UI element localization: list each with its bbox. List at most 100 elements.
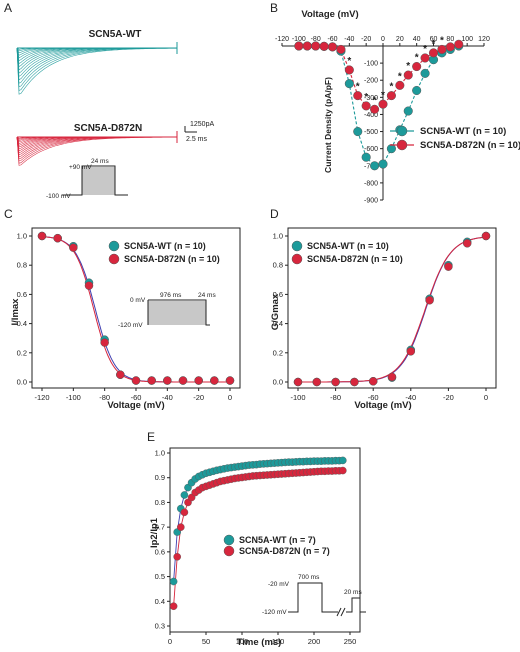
protocol-c-d1: 976 ms bbox=[160, 292, 182, 299]
b-data-point bbox=[370, 161, 380, 171]
b-data-point bbox=[445, 42, 455, 52]
b-significance-star: * bbox=[440, 35, 444, 46]
c-x-axis-label: Voltage (mV) bbox=[107, 400, 164, 411]
b-x-tick-label: -60 bbox=[327, 36, 337, 43]
y-tick-label: 0.6 bbox=[17, 290, 27, 299]
d-data-point bbox=[293, 377, 303, 387]
b-data-point bbox=[302, 41, 312, 51]
legend-b-mut-label: SCN5A-D872N (n = 10) bbox=[420, 140, 520, 151]
y-tick-label: 0.6 bbox=[155, 547, 165, 556]
wt-trace-label: SCN5A-WT bbox=[89, 29, 142, 40]
y-tick-label: 1.0 bbox=[273, 232, 283, 241]
wt-current-traces bbox=[16, 42, 178, 95]
d-data-point bbox=[350, 377, 359, 387]
b-data-point bbox=[336, 44, 346, 54]
axes-d: -100 -80 -60 -40 -20 0 0.0 0.2 0.4 0.6 0.8 1.0 bbox=[273, 227, 497, 402]
b-data-point bbox=[361, 152, 371, 162]
c-data-point bbox=[116, 370, 125, 379]
b-y-tick-label: -900 bbox=[364, 198, 378, 205]
b-y-tick-label: -200 bbox=[364, 78, 378, 85]
b-data-point bbox=[420, 68, 430, 78]
protocol-a: +90 mV -100 mV 24 ms bbox=[46, 158, 128, 200]
b-data-point bbox=[412, 85, 422, 96]
panel-label-a: A bbox=[4, 1, 12, 15]
b-significance-star: * bbox=[389, 82, 393, 93]
x-tick-label: -120 bbox=[34, 393, 49, 402]
current-trace bbox=[16, 47, 177, 95]
b-significance-star: * bbox=[415, 53, 419, 64]
c-data-point bbox=[100, 338, 109, 347]
b-x-tick-label: -120 bbox=[275, 36, 289, 43]
protocol-e-d1: 700 ms bbox=[298, 574, 320, 581]
d-data-point bbox=[425, 295, 434, 305]
b-data-point bbox=[370, 104, 380, 114]
b-data-point bbox=[386, 144, 396, 154]
legend-d-mut-marker bbox=[291, 253, 303, 265]
c-y-axis-label: I/Imax bbox=[10, 298, 21, 326]
b-significance-star: * bbox=[364, 92, 368, 103]
legend-e-mut-label: SCN5A-D872N (n = 7) bbox=[239, 546, 330, 556]
e-y-axis-label: Ip2/Ip1 bbox=[149, 517, 160, 548]
b-y-axis-label: Current Density (pA/pF) bbox=[323, 77, 333, 173]
b-significance-star: * bbox=[406, 61, 410, 72]
axes-e: 0 50 100 150 200 250 0.3 0.4 0.5 0.6 0.7 0.8 0.9 1.0 bbox=[155, 447, 361, 646]
d-fit-curve bbox=[298, 236, 487, 383]
c-data-point bbox=[163, 376, 172, 385]
protocol-c-d2: 24 ms bbox=[198, 292, 216, 299]
current-trace bbox=[16, 47, 177, 88]
plot-c bbox=[37, 231, 235, 385]
legend-b: SCN5A-WT (n = 10) SCN5A-D872N (n = 10) bbox=[390, 125, 520, 151]
panel-b: B -120 -100 -80 -60 -40 -20 0 20 40 60 80 100 120-10… bbox=[270, 1, 520, 205]
c-data-point bbox=[69, 243, 78, 252]
b-data-point bbox=[353, 127, 363, 137]
d-data-point bbox=[387, 372, 397, 382]
d-data-point bbox=[368, 377, 378, 386]
b-data-point bbox=[378, 99, 388, 109]
legend-d-wt-label: SCN5A-WT (n = 10) bbox=[307, 241, 389, 251]
protocol-e-v1: -120 mV bbox=[262, 609, 287, 616]
scale-time-label: 2.5 ms bbox=[186, 136, 208, 143]
protocol-c: 0 mV -120 mV 976 ms 24 ms bbox=[118, 292, 216, 329]
b-data-point bbox=[344, 65, 354, 75]
e-data-point bbox=[180, 508, 189, 517]
b-x-tick-label: 100 bbox=[461, 36, 473, 43]
y-tick-label: 0.9 bbox=[155, 473, 165, 482]
x-tick-label: 100 bbox=[236, 637, 249, 646]
panel-label-e: E bbox=[147, 430, 155, 444]
e-x-axis-label: Time (ms) bbox=[237, 637, 282, 648]
legend-c-mut-marker bbox=[108, 253, 120, 265]
panel-label-b: B bbox=[270, 1, 278, 15]
x-tick-label: -100 bbox=[290, 393, 305, 402]
b-x-tick-label: -40 bbox=[344, 36, 354, 43]
b-y-tick-label: -100 bbox=[364, 61, 378, 68]
y-tick-label: 0.3 bbox=[155, 622, 165, 631]
x-tick-label: -100 bbox=[66, 393, 81, 402]
b-significance-star: * bbox=[398, 71, 402, 82]
panel-label-c: C bbox=[4, 207, 13, 221]
y-tick-label: 0.0 bbox=[17, 378, 27, 387]
c-data-point bbox=[210, 376, 219, 385]
b-data-point bbox=[319, 41, 329, 51]
y-tick-label: 0.6 bbox=[273, 290, 283, 299]
x-tick-label: -20 bbox=[193, 393, 204, 402]
b-x-tick-label: 60 bbox=[430, 36, 438, 43]
b-data-point bbox=[420, 53, 430, 63]
y-tick-label: 0.5 bbox=[155, 572, 165, 581]
plot-frame bbox=[31, 227, 241, 389]
axes-b: -120 -100 -80 -60 -40 -20 0 20 40 60 80 100 120-100-… bbox=[275, 36, 490, 205]
d-y-axis-label: G/Gmax bbox=[270, 293, 281, 330]
b-x-tick-label: 0 bbox=[381, 36, 385, 43]
legend-e-wt-label: SCN5A-WT (n = 7) bbox=[239, 535, 316, 545]
c-data-point bbox=[131, 376, 141, 385]
d-data-point bbox=[406, 347, 416, 356]
y-tick-label: 1.0 bbox=[155, 449, 165, 458]
b-x-tick-label: 80 bbox=[446, 36, 454, 43]
x-tick-label: 0 bbox=[228, 393, 232, 402]
legend-d-wt-marker bbox=[291, 240, 303, 252]
x-tick-label: 50 bbox=[202, 637, 210, 646]
b-x-tick-label: -100 bbox=[292, 36, 306, 43]
b-x-tick-label: 20 bbox=[396, 36, 404, 43]
b-x-tick-label: 40 bbox=[413, 36, 421, 43]
protocol-c-v0: 0 mV bbox=[130, 297, 146, 304]
x-tick-label: 150 bbox=[272, 637, 285, 646]
